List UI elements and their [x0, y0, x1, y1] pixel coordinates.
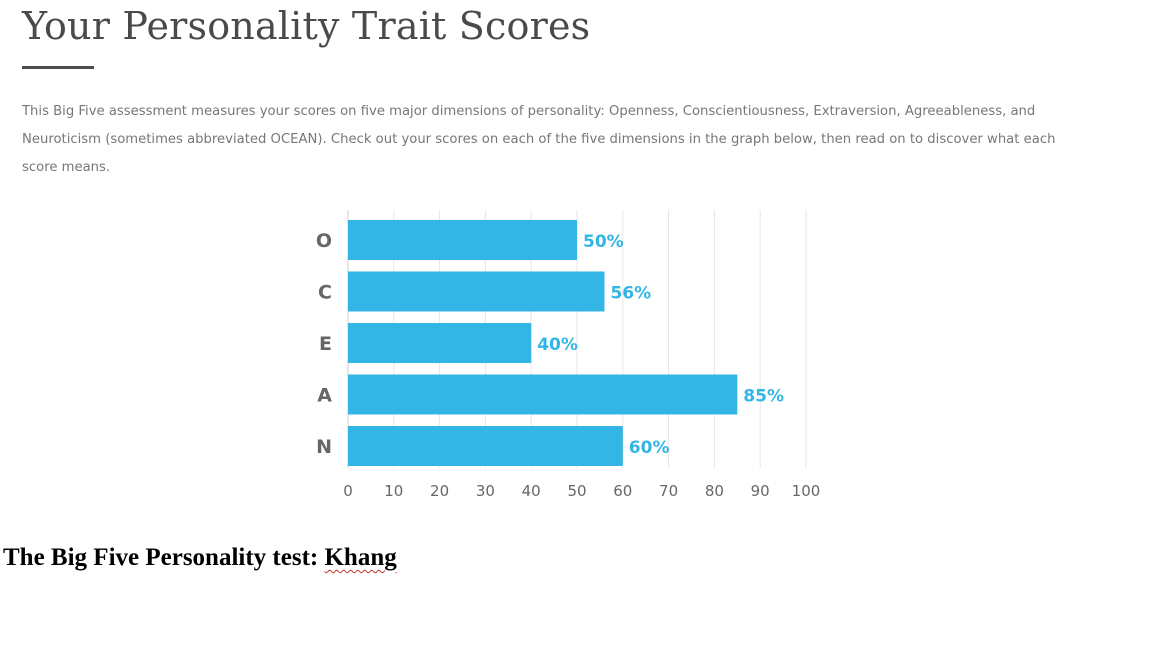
x-tick-label-90: 90: [751, 482, 770, 500]
category-label-C: C: [318, 282, 332, 304]
value-label-A: 85%: [743, 387, 784, 407]
category-label-A: A: [317, 385, 332, 407]
title-underline: [22, 66, 94, 69]
footer-caption-prefix: The Big Five Personality test:: [3, 544, 325, 571]
category-label-O: O: [316, 230, 332, 252]
bar-O: [348, 220, 577, 260]
value-label-C: 56%: [610, 284, 651, 304]
bar-A: [348, 374, 738, 415]
footer-caption: The Big Five Personality test: Khang: [3, 544, 397, 572]
x-tick-label-20: 20: [430, 482, 449, 500]
category-label-N: N: [316, 436, 332, 458]
bar-E: [348, 323, 532, 363]
value-label-E: 40%: [537, 335, 578, 355]
x-tick-label-10: 10: [384, 482, 403, 500]
bar-chart-svg: O 50% C 56% E 40% A 85% N 60% 0 10 20 30 40 50 60 70 80 90 1…: [316, 210, 821, 500]
x-tick-label-50: 50: [567, 482, 586, 500]
bar-C: [348, 271, 605, 312]
category-label-E: E: [319, 333, 332, 355]
bar-N: [348, 426, 623, 466]
value-label-N: 60%: [629, 438, 670, 458]
trait-score-chart: O 50% C 56% E 40% A 85% N 60% 0 10 20 30 40 50 60 70 80 90 1…: [300, 200, 860, 510]
x-tick-label-30: 30: [476, 482, 495, 500]
footer-caption-name: Khang: [324, 544, 397, 571]
x-tick-label-40: 40: [522, 482, 541, 500]
page-title: Your Personality Trait Scores: [22, 4, 591, 48]
x-tick-label-70: 70: [659, 482, 678, 500]
intro-paragraph: This Big Five assessment measures your s…: [22, 104, 1056, 175]
x-tick-label-60: 60: [613, 482, 632, 500]
value-label-O: 50%: [583, 232, 624, 252]
x-tick-label-100: 100: [792, 482, 821, 500]
x-tick-label-80: 80: [705, 482, 724, 500]
x-tick-label-0: 0: [343, 482, 353, 500]
